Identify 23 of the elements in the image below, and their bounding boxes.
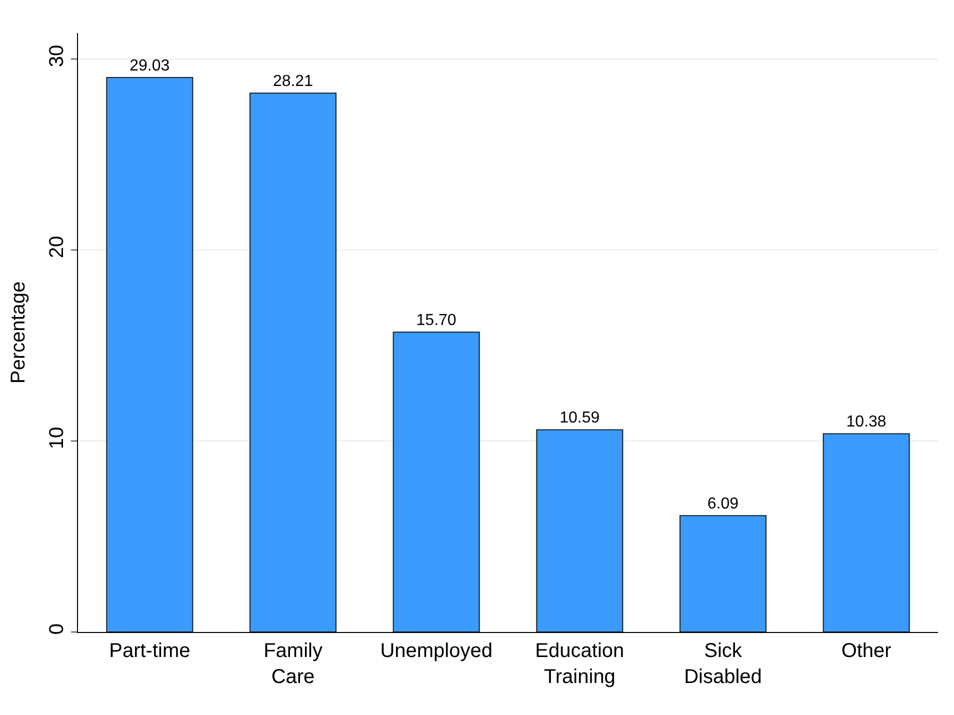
bar (392, 332, 480, 632)
x-tick-label: Family Care (264, 640, 322, 688)
bar (680, 515, 766, 632)
x-tick-label: Sick Disabled (684, 640, 762, 688)
data-label: 28.21 (272, 73, 314, 90)
x-tick-label: Unemployed (380, 640, 492, 662)
data-label: 10.59 (560, 410, 600, 427)
x-tick-label: Education Training (535, 640, 624, 688)
data-label: 6.09 (707, 496, 739, 513)
y-tick-label: 0 (46, 623, 68, 635)
y-tick-label: 30 (46, 44, 68, 68)
x-tick-label: Part-time (109, 640, 190, 662)
y-tick-label: 10 (46, 426, 68, 450)
bar (250, 92, 336, 632)
data-label: 15.70 (416, 312, 456, 330)
data-label: 29.03 (130, 58, 170, 74)
x-tick-label: Other (841, 640, 892, 662)
bar (822, 433, 910, 632)
bar (106, 77, 194, 632)
y-axis-title: Percentage (8, 281, 30, 384)
bar (536, 429, 624, 632)
data-label: 10.38 (846, 414, 886, 431)
y-tick-label: 20 (46, 236, 68, 258)
